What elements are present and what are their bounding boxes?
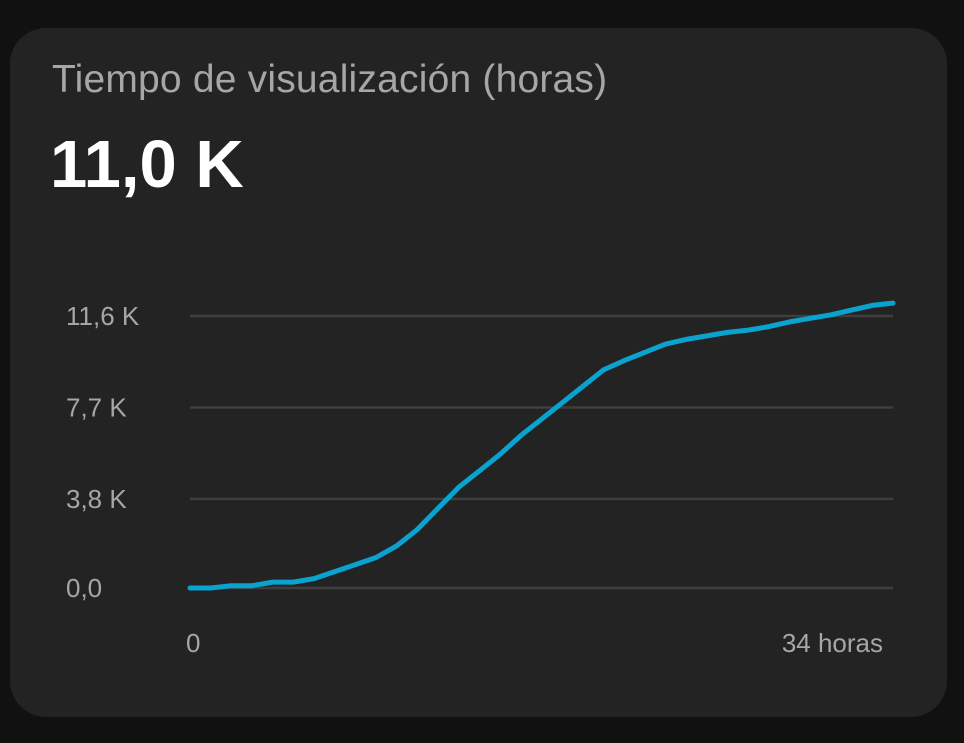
grid-lines <box>190 314 893 590</box>
x-tick-label: 0 <box>186 628 200 658</box>
series-line <box>187 300 896 591</box>
card-title: Tiempo de visualización (horas) <box>52 58 608 101</box>
y-tick-label: 7,7 K <box>66 392 127 422</box>
y-tick-label: 0,0 <box>66 573 102 603</box>
y-tick-labels: 0,0 3,8 K 7,7 K 11,6 K <box>66 301 140 603</box>
y-tick-label: 11,6 K <box>66 301 140 331</box>
watch-time-card <box>10 28 947 717</box>
x-tick-labels: 0 34 horas <box>186 628 883 658</box>
total-value: 11,0 K <box>50 127 244 202</box>
y-tick-label: 3,8 K <box>66 484 127 514</box>
x-tick-label: 34 horas <box>782 628 883 658</box>
series-layer <box>187 300 896 591</box>
